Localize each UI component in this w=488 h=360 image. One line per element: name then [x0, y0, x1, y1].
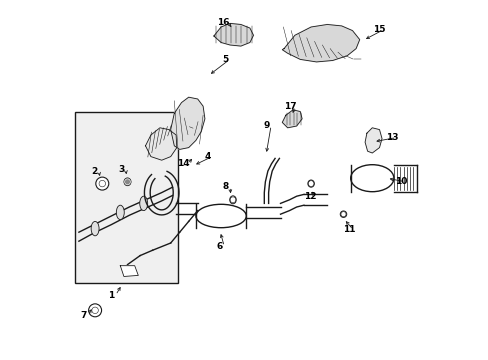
Text: 11: 11	[342, 225, 354, 234]
Polygon shape	[120, 266, 138, 276]
Ellipse shape	[307, 180, 314, 187]
Text: 5: 5	[222, 55, 228, 64]
Text: 7: 7	[80, 310, 86, 320]
Text: 8: 8	[222, 182, 228, 191]
Text: 10: 10	[394, 177, 407, 186]
Text: 4: 4	[204, 152, 210, 161]
Text: 3: 3	[118, 165, 124, 174]
Polygon shape	[213, 23, 253, 46]
Text: 12: 12	[304, 192, 316, 201]
Polygon shape	[170, 97, 204, 149]
Bar	[75, 112, 178, 283]
Ellipse shape	[340, 211, 346, 217]
Text: 9: 9	[263, 121, 269, 130]
Text: 15: 15	[372, 25, 385, 34]
Text: 13: 13	[385, 133, 398, 142]
Text: 14: 14	[177, 159, 189, 168]
Text: 6: 6	[217, 242, 223, 251]
Polygon shape	[282, 24, 359, 62]
Ellipse shape	[196, 204, 246, 228]
Circle shape	[96, 177, 108, 190]
Text: 1: 1	[108, 291, 114, 300]
Circle shape	[88, 304, 102, 317]
Ellipse shape	[123, 178, 131, 186]
Ellipse shape	[350, 165, 393, 192]
Polygon shape	[145, 128, 177, 160]
Polygon shape	[282, 110, 302, 128]
Ellipse shape	[91, 221, 99, 236]
Text: 17: 17	[284, 102, 296, 111]
Polygon shape	[365, 128, 381, 153]
Ellipse shape	[116, 205, 124, 220]
Ellipse shape	[140, 196, 147, 211]
Ellipse shape	[229, 196, 236, 204]
Text: 2: 2	[91, 166, 97, 175]
Text: 16: 16	[217, 18, 229, 27]
